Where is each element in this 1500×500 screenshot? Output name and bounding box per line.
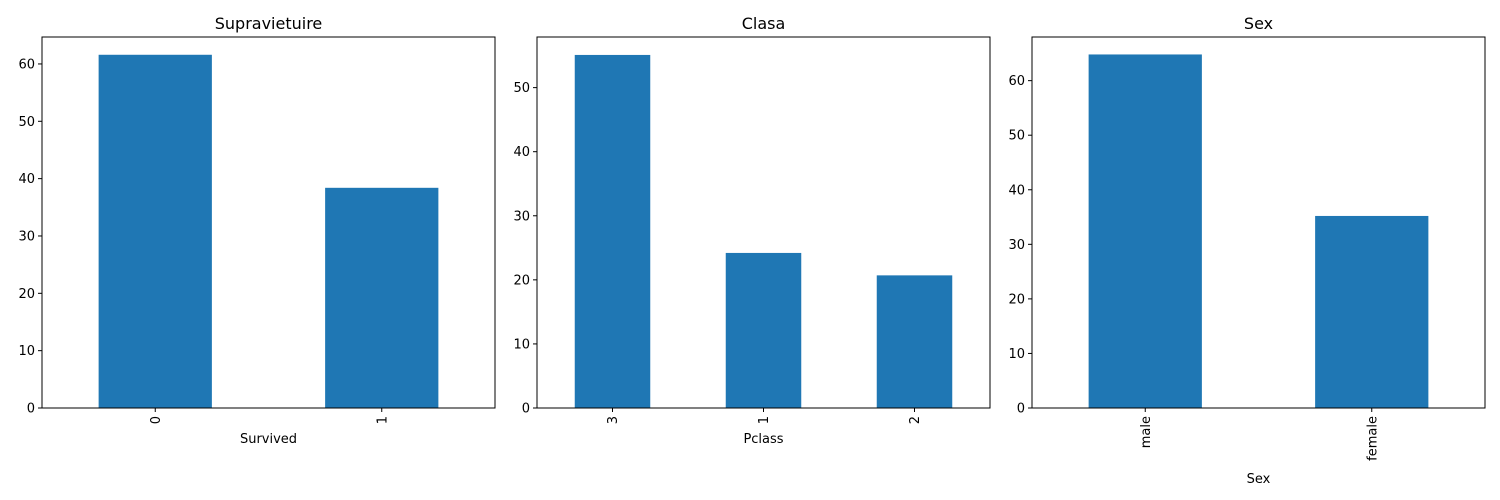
y-tick-label: 40	[513, 145, 530, 160]
chart-panel-1: 0 10 20 30 40 50 60 0 1 Supravietuire Survived	[18, 14, 496, 447]
chart-panel-2: 0 10 20 30 40 50 3 1 2 Clasa Pclass	[513, 14, 991, 447]
y-tick-label: 30	[18, 229, 35, 244]
x-tick-label: 2	[908, 416, 923, 424]
y-tick-label: 10	[18, 344, 35, 359]
y-tick-label: 0	[1017, 402, 1025, 417]
chart-panel-3: 0 10 20 30 40 50 60 male female Sex Sex	[1008, 14, 1486, 487]
bar-0	[98, 54, 212, 409]
x-tick-label: male	[1139, 416, 1154, 448]
bar-female	[1315, 215, 1429, 408]
x-axis-label: Sex	[1247, 472, 1271, 487]
y-tick-label: 40	[18, 172, 35, 187]
bar-male	[1088, 54, 1202, 408]
x-tick-label: 1	[757, 416, 772, 424]
y-tick-label: 30	[513, 209, 530, 224]
bar-2	[876, 275, 953, 408]
y-tick-label: 10	[1008, 347, 1025, 362]
x-tick-label: 1	[375, 416, 390, 424]
y-tick-label: 20	[1008, 292, 1025, 307]
plot-frame	[1031, 36, 1486, 409]
y-tick-label: 0	[27, 402, 35, 417]
bar-1	[325, 187, 439, 408]
x-axis-label: Pclass	[743, 432, 783, 447]
x-tick-label: 0	[149, 416, 164, 424]
y-tick-label: 40	[1008, 183, 1025, 198]
y-tick-label: 20	[513, 273, 530, 288]
chart-title: Sex	[1244, 14, 1273, 33]
plot-frame	[41, 36, 496, 409]
y-tick-label: 50	[1008, 129, 1025, 144]
y-tick-label: 50	[513, 81, 530, 96]
y-tick-label: 50	[18, 115, 35, 130]
x-tick-label: 3	[606, 416, 621, 424]
y-tick-label: 60	[18, 57, 35, 72]
bar-3	[574, 54, 651, 408]
chart-title: Supravietuire	[215, 14, 323, 33]
y-tick-label: 0	[522, 402, 530, 417]
y-tick-label: 20	[18, 287, 35, 302]
x-tick-label: female	[1365, 416, 1380, 461]
chart-title: Clasa	[742, 14, 786, 33]
y-tick-label: 30	[1008, 238, 1025, 253]
y-tick-label: 60	[1008, 74, 1025, 89]
bar-1	[725, 252, 802, 408]
x-axis-label: Survived	[240, 432, 297, 447]
y-tick-label: 10	[513, 337, 530, 352]
